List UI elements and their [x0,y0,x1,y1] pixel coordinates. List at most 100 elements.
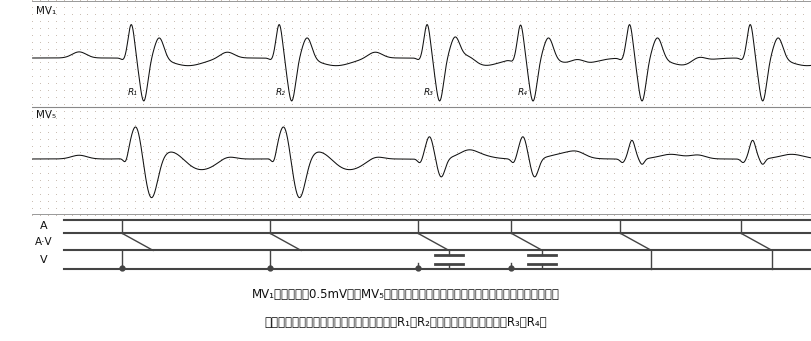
Point [207,108,220,114]
Point [718,53,731,58]
Point [537,150,550,155]
Point [262,11,275,17]
Point [294,129,307,134]
Point [65,11,78,17]
Point [474,46,487,51]
Point [679,94,692,100]
Point [411,11,424,17]
Point [73,122,86,128]
Point [569,115,581,120]
Point [136,74,149,79]
Point [466,115,479,120]
Point [451,115,464,120]
Point [356,74,369,79]
Point [569,191,581,197]
Point [702,11,715,17]
Point [364,205,377,211]
Point [152,184,165,190]
Point [545,164,558,169]
Point [663,143,676,148]
Point [396,191,409,197]
Point [490,164,503,169]
Point [726,164,739,169]
Point [545,122,558,128]
Point [341,0,354,3]
Point [144,164,157,169]
Point [73,66,86,72]
Point [168,32,181,38]
Point [694,164,707,169]
Point [624,205,637,211]
Point [120,157,133,162]
Point [427,18,440,24]
Point [199,205,212,211]
Point [451,66,464,72]
Point [152,39,165,44]
Point [443,191,456,197]
Point [191,25,204,30]
Point [58,115,71,120]
Point [490,11,503,17]
Point [726,4,739,10]
Point [616,177,629,183]
Point [741,122,754,128]
Point [349,143,362,148]
Point [553,101,566,107]
Point [356,157,369,162]
Point [403,53,416,58]
Point [41,122,54,128]
Point [396,87,409,93]
Point [521,150,534,155]
Point [427,191,440,197]
Point [458,150,471,155]
Point [97,46,109,51]
Point [175,25,188,30]
Point [616,198,629,204]
Point [530,4,543,10]
Point [324,0,337,3]
Point [530,66,543,72]
Point [175,177,188,183]
Point [285,87,298,93]
Point [238,164,251,169]
Point [152,143,165,148]
Point [482,39,495,44]
Point [324,170,337,176]
Point [105,66,118,72]
Point [144,157,157,162]
Point [183,74,196,79]
Point [766,11,779,17]
Point [152,177,165,183]
Point [222,39,235,44]
Point [144,46,157,51]
Point [89,122,102,128]
Point [168,177,181,183]
Point [388,32,401,38]
Point [175,212,188,218]
Point [262,164,275,169]
Point [262,212,275,218]
Point [411,191,424,197]
Point [207,122,220,128]
Point [419,184,432,190]
Point [679,164,692,169]
Point [600,177,613,183]
Point [207,115,220,120]
Point [482,80,495,86]
Point [73,80,86,86]
Point [537,25,550,30]
Point [262,4,275,10]
Point [600,184,613,190]
Point [757,170,770,176]
Point [285,177,298,183]
Point [144,184,157,190]
Point [616,205,629,211]
Point [458,157,471,162]
Point [105,150,118,155]
Point [427,212,440,218]
Point [639,198,652,204]
Point [710,170,723,176]
Point [41,157,54,162]
Point [58,46,71,51]
Point [490,53,503,58]
